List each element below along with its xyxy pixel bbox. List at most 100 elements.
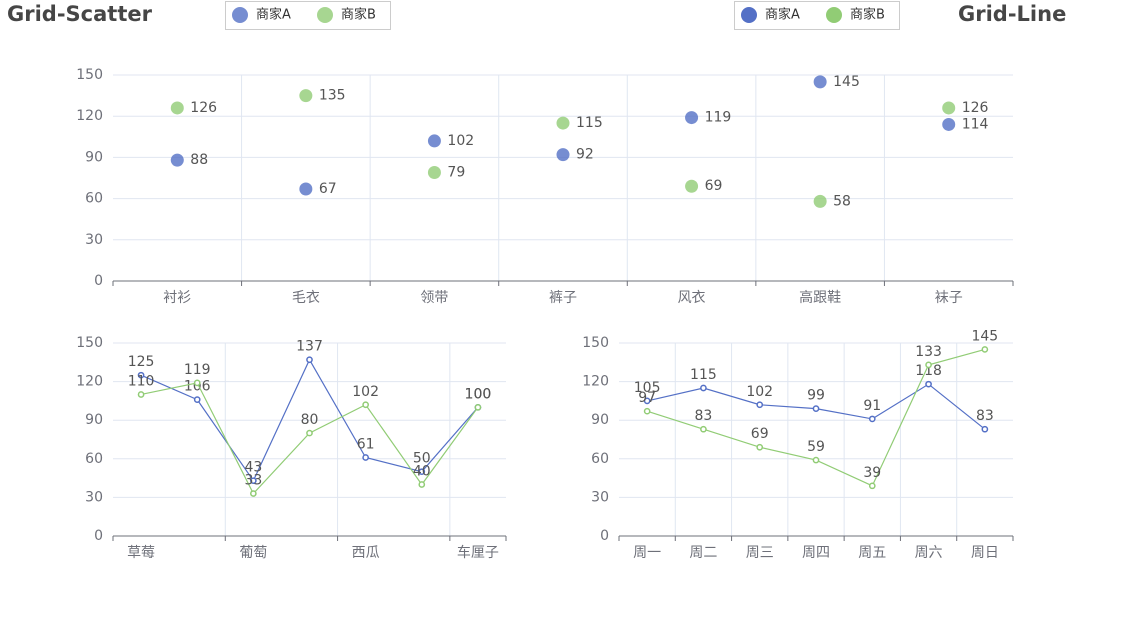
data-label: 119 [184, 362, 211, 378]
legend-marker [317, 7, 333, 23]
point [137, 371, 145, 379]
data-label: 43 [244, 460, 262, 476]
point [812, 405, 820, 412]
y-tick-label: 60 [85, 451, 103, 467]
data-label: 83 [695, 408, 713, 424]
point [306, 356, 313, 364]
data-label: 88 [190, 152, 208, 168]
data-label: 133 [915, 344, 942, 360]
x-tick-label: 衬衫 [163, 290, 191, 306]
data-label: 39 [863, 465, 881, 481]
y-tick-label: 60 [591, 451, 609, 467]
data-label: 118 [915, 363, 942, 379]
x-tick-label: 裤子 [549, 290, 577, 306]
y-tick-label: 90 [85, 149, 103, 165]
point [942, 101, 956, 115]
point [868, 415, 876, 423]
data-label: 114 [962, 116, 989, 132]
point [170, 153, 184, 167]
x-tick-label: 风衣 [678, 290, 706, 306]
point [427, 134, 441, 148]
x-tick-label: 高跟鞋 [799, 289, 841, 306]
y-tick-label: 30 [591, 489, 609, 505]
data-label: 58 [833, 193, 851, 209]
data-label: 50 [413, 451, 431, 467]
data-label: 61 [357, 437, 375, 453]
point [193, 379, 201, 387]
data-label: 115 [690, 367, 717, 383]
y-tick-label: 60 [85, 191, 103, 207]
data-label: 67 [319, 181, 337, 197]
y-tick-label: 30 [85, 232, 103, 248]
data-label: 145 [833, 74, 860, 90]
data-label: 83 [976, 408, 994, 424]
data-label: 102 [447, 133, 474, 149]
data-label: 125 [128, 354, 155, 370]
x-tick-label: 葡萄 [239, 545, 267, 561]
data-label: 135 [319, 88, 346, 104]
point [170, 101, 184, 115]
point [556, 148, 570, 162]
point [700, 384, 707, 392]
data-label: 102 [352, 384, 379, 400]
data-label: 102 [746, 384, 773, 400]
x-tick-label: 周二 [689, 545, 717, 561]
x-tick-label: 毛衣 [292, 290, 320, 306]
point [643, 397, 651, 405]
chart-title: Grid-Line [958, 2, 1066, 26]
y-tick-label: 90 [85, 412, 103, 428]
point [427, 166, 441, 180]
point [756, 443, 764, 451]
data-label: 92 [576, 147, 594, 163]
y-tick-label: 120 [76, 374, 103, 390]
point [418, 481, 426, 488]
legend-marker [741, 7, 757, 23]
legend-label: 商家B [850, 7, 885, 23]
point [685, 179, 699, 193]
data-label: 115 [576, 115, 603, 131]
point [306, 429, 313, 437]
x-tick-label: 草莓 [127, 545, 155, 561]
x-tick-label: 周日 [971, 545, 999, 561]
data-label: 100 [465, 386, 492, 402]
point [474, 403, 482, 411]
data-label: 145 [971, 328, 998, 344]
legend-label: 商家A [765, 7, 800, 23]
x-tick-label: 周一 [633, 545, 661, 561]
y-tick-label: 0 [94, 528, 103, 544]
legend-box [734, 1, 900, 30]
legend-label: 商家A [256, 7, 291, 23]
data-label: 106 [184, 379, 211, 395]
point [193, 396, 201, 403]
data-label: 91 [863, 398, 881, 414]
data-label: 33 [244, 473, 262, 489]
data-label: 100 [465, 386, 492, 402]
x-tick-label: 周四 [802, 545, 830, 561]
point [813, 194, 827, 208]
point [868, 482, 876, 490]
data-label: 126 [190, 100, 217, 116]
point [981, 346, 989, 353]
point [813, 75, 827, 89]
x-tick-label: 西瓜 [352, 545, 380, 561]
point [362, 401, 369, 409]
y-tick-label: 30 [85, 489, 103, 505]
y-tick-label: 90 [591, 412, 609, 428]
data-label: 59 [807, 439, 825, 455]
point [925, 380, 932, 388]
point [812, 456, 820, 464]
legend-marker [232, 7, 248, 23]
point [643, 407, 651, 415]
point [942, 117, 956, 131]
point [700, 425, 707, 433]
y-tick-label: 0 [94, 273, 103, 289]
data-label: 126 [962, 100, 989, 116]
data-label: 80 [301, 412, 319, 428]
legend-marker [826, 7, 842, 23]
data-label: 40 [413, 464, 431, 480]
data-label: 69 [751, 426, 769, 442]
point [250, 477, 257, 485]
x-tick-label: 周五 [858, 545, 886, 561]
x-tick-label: 周六 [915, 545, 943, 561]
